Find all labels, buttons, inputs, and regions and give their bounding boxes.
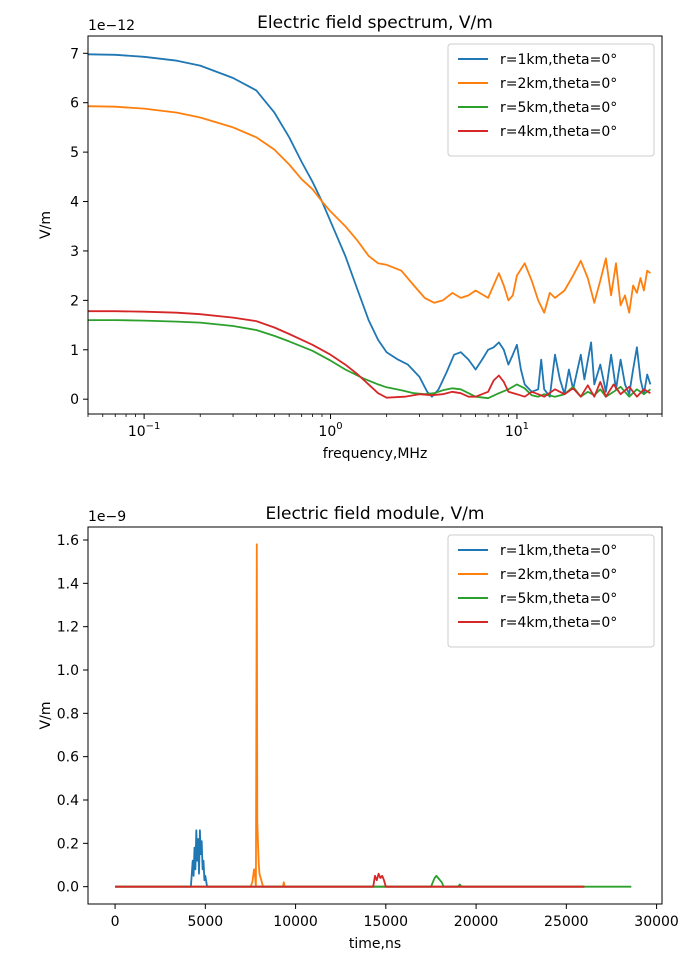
series-line-3 xyxy=(115,874,632,888)
series-group xyxy=(88,53,652,400)
series-line-4 xyxy=(88,310,651,399)
x-tick-label: 100 xyxy=(318,421,342,440)
y-tick-label: 0 xyxy=(70,392,79,408)
x-tick-label: 101 xyxy=(505,421,529,440)
y-offset-text: 1e−9 xyxy=(88,509,126,525)
x-tick-label: 10−1 xyxy=(128,421,161,440)
x-tick-label: 5000 xyxy=(188,914,224,930)
legend-entry: r=2km,theta=0° xyxy=(500,76,617,92)
y-tick-label: 1.0 xyxy=(57,663,79,679)
x-tick-label: 0 xyxy=(111,914,120,930)
legend-entry: r=2km,theta=0° xyxy=(500,567,617,583)
series-group xyxy=(115,543,632,888)
legend-box xyxy=(447,534,655,648)
y-tick-label: 1 xyxy=(70,343,79,359)
axes-frame xyxy=(87,35,663,415)
x-tick-label: 25000 xyxy=(544,914,589,930)
legend-entry: r=1km,theta=0° xyxy=(500,543,617,559)
y-tick-label: 2 xyxy=(70,293,79,309)
legend-entry: r=1km,theta=0° xyxy=(500,52,617,68)
y-axis-label: V/m xyxy=(38,211,54,239)
y-tick-label: 5 xyxy=(70,145,79,161)
legend-entry: r=4km,theta=0° xyxy=(500,124,617,140)
legend: r=1km,theta=0° r=2km,theta=0° r=5km,theta=… xyxy=(447,534,655,648)
y-tick-label: 4 xyxy=(70,195,79,211)
y-tick-label: 6 xyxy=(70,96,79,112)
legend-entry: r=4km,theta=0° xyxy=(500,615,617,631)
chart-title: Electric field spectrum, V/m xyxy=(257,13,493,33)
x-tick-label: 15000 xyxy=(364,914,409,930)
chart-2: 0 5000 10000 15000 20000 25000 30000 0.0 0.2 0.4 0… xyxy=(38,504,679,952)
y-tick-label: 3 xyxy=(70,244,79,260)
x-tick-exponent: 1 xyxy=(523,421,529,432)
series-line-3 xyxy=(88,319,651,400)
chart-title: Electric field module, V/m xyxy=(266,504,485,524)
y-tick-label: 1.4 xyxy=(57,576,79,592)
y-offset-text: 1e−12 xyxy=(88,18,135,34)
y-tick-label: 1.6 xyxy=(57,533,79,549)
x-tick-label: 30000 xyxy=(634,914,679,930)
x-tick-exponent: 0 xyxy=(336,421,342,432)
y-tick-label: 0.2 xyxy=(57,836,79,852)
x-tick-label: 10000 xyxy=(273,914,318,930)
legend-entry: r=5km,theta=0° xyxy=(500,100,617,116)
series-line-1 xyxy=(115,829,585,888)
y-tick-label: 1.2 xyxy=(57,620,79,636)
legend: r=1km,theta=0° r=2km,theta=0° r=5km,theta=… xyxy=(447,43,655,157)
x-tick-label: 20000 xyxy=(454,914,499,930)
axes-frame xyxy=(87,526,663,905)
x-axis-label: frequency,MHz xyxy=(323,446,428,462)
y-axis-label: V/m xyxy=(38,702,54,730)
y-tick-label: 0.6 xyxy=(57,750,79,766)
legend-box xyxy=(447,43,655,157)
y-tick-label: 0.8 xyxy=(57,706,79,722)
series-line-2 xyxy=(88,105,651,314)
x-tick-exponent: −1 xyxy=(146,421,161,432)
legend-entry: r=5km,theta=0° xyxy=(500,591,617,607)
y-tick-label: 0.0 xyxy=(57,880,79,896)
series-line-4 xyxy=(115,872,585,888)
y-tick-label: 0.4 xyxy=(57,793,79,809)
x-axis-label: time,ns xyxy=(349,936,401,952)
y-tick-label: 7 xyxy=(70,46,79,62)
